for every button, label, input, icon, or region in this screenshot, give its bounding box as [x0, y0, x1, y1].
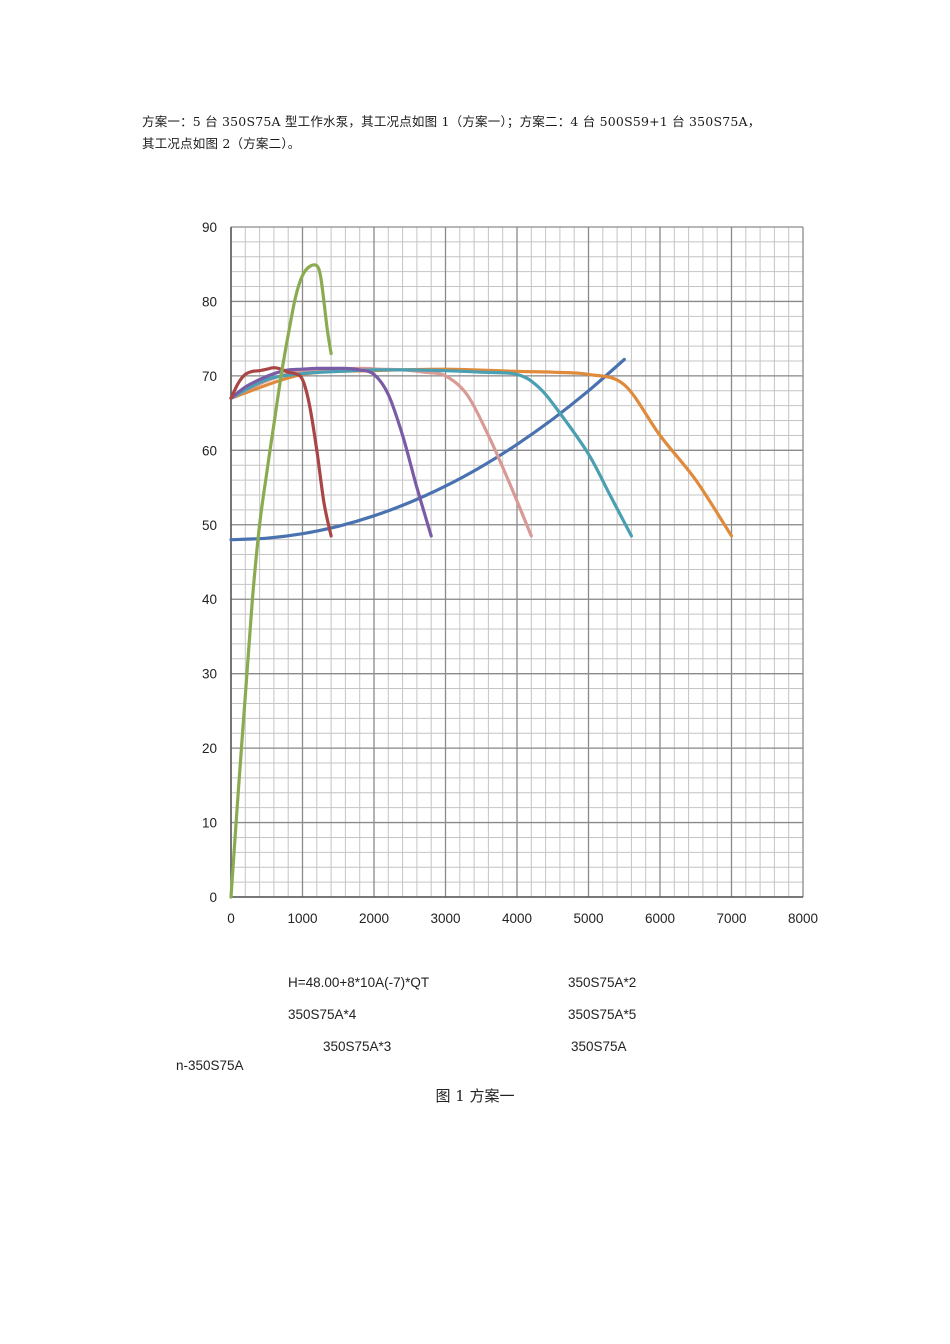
intro-line-2: 其工况点如图 2（方案二）。 [142, 136, 301, 151]
x-tick-label: 0 [227, 911, 235, 926]
x-tick-label: 7000 [716, 911, 746, 926]
x-tick-label: 1000 [287, 911, 317, 926]
y-tick-label: 20 [202, 741, 217, 756]
y-tick-label: 10 [202, 816, 217, 831]
intro-line-1: 方案一：5 台 350S75A 型工作水泵，其工况点如图 1（方案一）；方案二：… [142, 114, 761, 129]
legend-pump-x4: 350S75A*4 [288, 1007, 357, 1022]
x-tick-label: 2000 [359, 911, 389, 926]
legend-pump-x5: 350S75A*5 [568, 1007, 637, 1022]
series-line [229, 366, 533, 538]
y-tick-label: 60 [202, 443, 217, 458]
y-tick-label: 30 [202, 667, 217, 682]
figure-caption: 图 1 方案一 [435, 1087, 515, 1105]
x-tick-label: 8000 [788, 911, 818, 926]
y-tick-label: 70 [202, 369, 217, 384]
series-line [229, 357, 626, 542]
legend-system-curve: H=48.00+8*10A(-7)*QT [288, 975, 430, 990]
pump-curve-chart: 0 1000 2000 3000 4000 5000 6000 7000 8000 0 10 20 30… [202, 220, 818, 926]
y-tick-label: 90 [202, 220, 217, 235]
y-tick-label: 80 [202, 294, 217, 309]
legend-pump-n: n-350S75A [176, 1058, 244, 1073]
data-series [229, 263, 734, 899]
x-tick-label: 6000 [645, 911, 675, 926]
series-line [229, 366, 433, 538]
x-tick-label: 3000 [430, 911, 460, 926]
y-tick-label: 0 [209, 890, 217, 905]
major-grid [230, 226, 804, 898]
legend-pump-single: 350S75A [571, 1039, 627, 1054]
plot-axes [230, 227, 803, 898]
series-line [229, 368, 633, 538]
legend-pump-x3: 350S75A*3 [323, 1039, 392, 1054]
x-tick-label: 4000 [502, 911, 532, 926]
legend-pump-x2: 350S75A*2 [568, 975, 637, 990]
series-line [229, 263, 333, 899]
x-tick-label: 5000 [573, 911, 603, 926]
y-tick-label: 50 [202, 518, 217, 533]
tick-labels: 0 1000 2000 3000 4000 5000 6000 7000 8000 0 10 20 30… [202, 220, 818, 926]
intro-text: 方案一：5 台 350S75A 型工作水泵，其工况点如图 1（方案一）；方案二：… [142, 111, 832, 155]
y-tick-label: 40 [202, 592, 217, 607]
